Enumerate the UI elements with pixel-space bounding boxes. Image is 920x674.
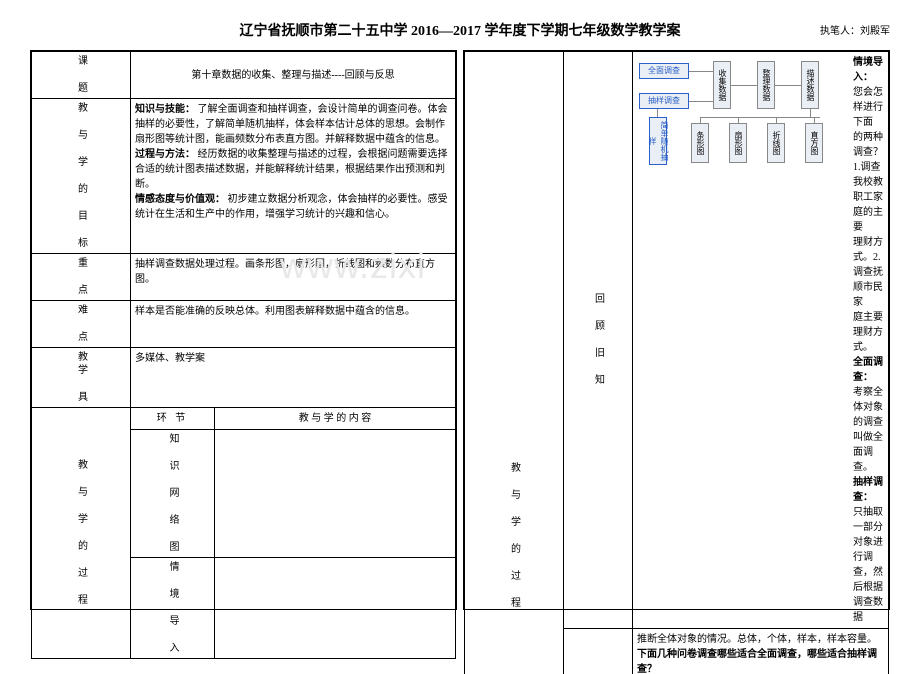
label-difficulty: 难 点 — [32, 301, 131, 348]
node-line: 折线图 — [767, 123, 785, 163]
q-bold: 下面几种问卷调查哪些适合全面调查，哪些适合抽样调查？ — [637, 649, 877, 674]
keypoint-text: 抽样调查数据处理过程。画条形图，扇形图，折线图和频数分布直方图。 — [131, 254, 456, 301]
node-collect: 收集数据 — [713, 61, 731, 109]
topic-text: 第十章数据的收集、整理与描述----回顾与反思 — [131, 52, 456, 99]
label-tools: 教学 具 — [32, 348, 131, 408]
node-pie: 扇形图 — [729, 123, 747, 163]
page-body: 课 题 第十章数据的收集、整理与描述----回顾与反思 教 与 学 的 目 标 … — [30, 50, 890, 610]
left-column: 课 题 第十章数据的收集、整理与描述----回顾与反思 教 与 学 的 目 标 … — [30, 50, 457, 610]
kv-k1: 知识与技能： — [135, 104, 195, 115]
r-content-2: 推断全体对象的情况。总体，个体，样本，样本容量。 下面几种问卷调查哪些适合全面调… — [633, 629, 889, 674]
intro-text: 您会怎样进行下面 — [853, 87, 883, 128]
sub-context: 情 境 导 入 — [131, 558, 215, 659]
node-simple-random: 简单随机抽样 — [649, 117, 667, 165]
full-text: 考察全体对象的调查叫做全面调查。 — [853, 387, 883, 473]
sample-label: 抽样调查： — [853, 477, 883, 503]
intro-l3: 庭主要理财方式。 — [853, 312, 883, 353]
intro-l1: 1.调查我校教职工家庭的主要 — [853, 162, 883, 233]
label-keypoint: 重 点 — [32, 254, 131, 301]
content-head: 教 与 学 的 内 容 — [215, 408, 456, 430]
goals-text: 知识与技能： 了解全面调查和抽样调查，会设计简单的调查问卷。体会抽样的必要性，了… — [131, 99, 456, 254]
blank-cell-2 — [215, 558, 456, 659]
node-organize: 整理数据 — [757, 61, 775, 109]
tools-text: 多媒体、教学案 — [131, 348, 456, 408]
label-process: 教 与 学 的 过 程 — [32, 408, 131, 659]
r-sub-2: 总 结 归 纳 — [564, 629, 633, 674]
header: 辽宁省抚顺市第二十五中学 2016—2017 学年度下学期七年级数学教学案 执笔… — [30, 20, 890, 40]
blank-cell-1 — [215, 430, 456, 558]
sample-text: 只抽取一部分对象进行调查，然后根据调查数据 — [853, 507, 883, 623]
r-sub-1: 回 顾 旧 知 — [564, 52, 633, 629]
r-content-1: 全面调查 抽样调查 收集数据 整理数据 描述数据 简单随机抽样 条形图 扇形图 … — [633, 52, 889, 629]
sub-knowledge: 知 识 网 络 图 — [131, 430, 215, 558]
node-full-survey: 全面调查 — [639, 63, 689, 79]
label-topic: 课 题 — [32, 52, 131, 99]
right-column: 教 与 学 的 过 程 回 顾 旧 知 全面调查 抽样调查 收集数据 整理数据 … — [463, 50, 890, 610]
intro-bold: 情境导入： — [853, 57, 883, 83]
r-label-process: 教 与 学 的 过 程 — [465, 52, 564, 674]
page-title: 辽宁省抚顺市第二十五中学 2016—2017 学年度下学期七年级数学教学案 — [240, 20, 681, 40]
difficulty-text: 样本是否能准确的反映总体。利用图表解释数据中蕴含的信息。 — [131, 301, 456, 348]
node-sample-survey: 抽样调查 — [639, 93, 689, 109]
flowchart: 全面调查 抽样调查 收集数据 整理数据 描述数据 简单随机抽样 条形图 扇形图 … — [637, 57, 847, 167]
label-goals: 教 与 学 的 目 标 — [32, 99, 131, 254]
intro-text2: 的两种调查？ — [853, 132, 883, 158]
node-describe: 描述数据 — [801, 61, 819, 109]
node-bar: 条形图 — [691, 123, 709, 163]
kv-k2: 过程与方法： — [135, 149, 195, 160]
node-hist: 直方图 — [805, 123, 823, 163]
label-segment: 环 节 — [131, 408, 215, 430]
full-label: 全面调查： — [853, 357, 883, 383]
infer-text: 推断全体对象的情况。总体，个体，样本，样本容量。 — [637, 634, 877, 645]
kv-k3: 情感态度与价值观： — [135, 194, 225, 205]
author-label: 执笔人：刘殿军 — [820, 22, 890, 37]
intro-l2: 理财方式。2.调查抚顺市民家 — [853, 237, 883, 308]
